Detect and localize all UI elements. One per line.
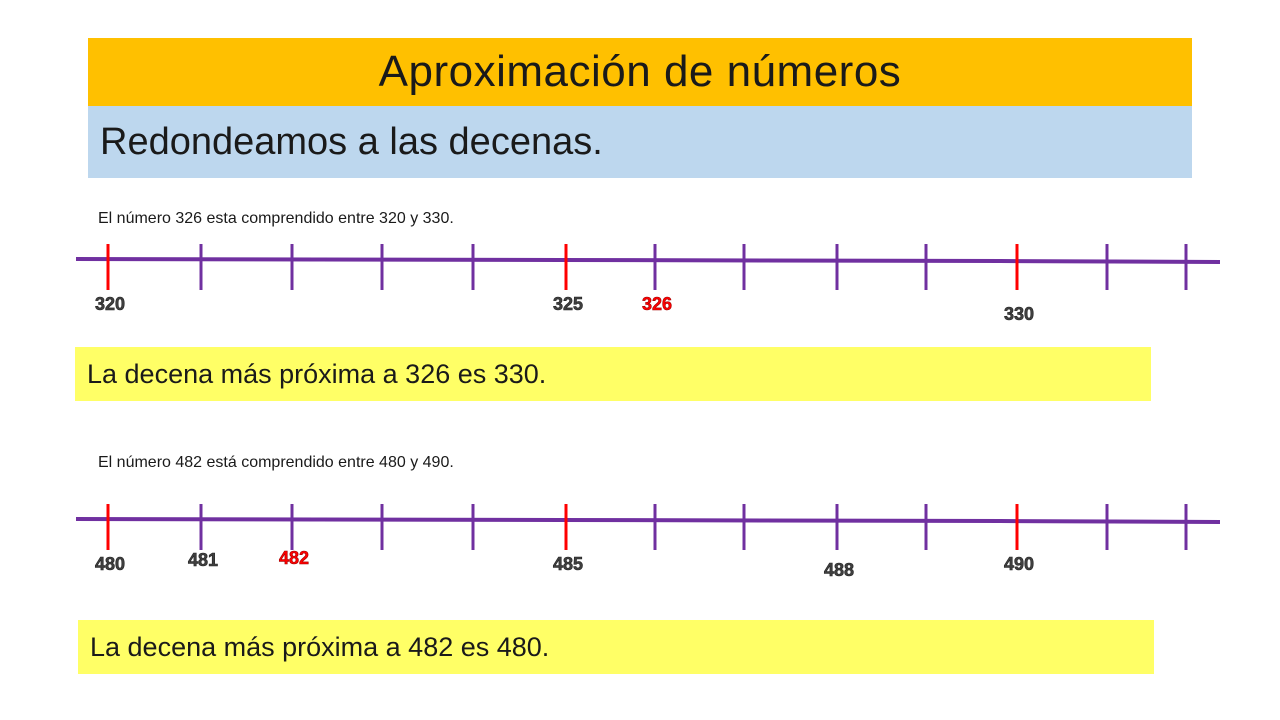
tick-label: 326	[642, 294, 672, 314]
example-1-conclusion: La decena más próxima a 326 es 330.	[87, 358, 547, 389]
example-1-caption: El número 326 esta comprendido entre 320…	[98, 210, 454, 227]
tick-label: 490	[1004, 554, 1034, 574]
tick-label: 485	[553, 554, 583, 574]
tick-label: 481	[188, 550, 218, 570]
number-line-2: 480 481 482 485 488 490	[75, 504, 1221, 580]
example-2-caption: El número 482 está comprendido entre 480…	[98, 454, 454, 471]
tick-label: 480	[95, 554, 125, 574]
tick-label: 325	[553, 294, 583, 314]
page-title: Aproximación de números	[378, 47, 902, 96]
subtitle-banner: Redondeamos a las decenas.	[88, 106, 1192, 178]
page-subtitle: Redondeamos a las decenas.	[100, 120, 603, 163]
tick-label: 330	[1004, 304, 1034, 324]
title-banner: Aproximación de números	[88, 38, 1192, 106]
example-2-conclusion-box: La decena más próxima a 482 es 480.	[78, 620, 1154, 674]
tick-label: 482	[279, 548, 309, 568]
example-1-conclusion-box: La decena más próxima a 326 es 330.	[75, 347, 1151, 401]
example-2-conclusion: La decena más próxima a 482 es 480.	[90, 631, 550, 662]
number-line-1: 320 325 326 330	[75, 244, 1221, 324]
number-line-axis	[75, 517, 1221, 524]
number-line-axis	[75, 257, 1221, 264]
tick-label: 488	[824, 560, 854, 580]
tick-label: 320	[95, 294, 125, 314]
